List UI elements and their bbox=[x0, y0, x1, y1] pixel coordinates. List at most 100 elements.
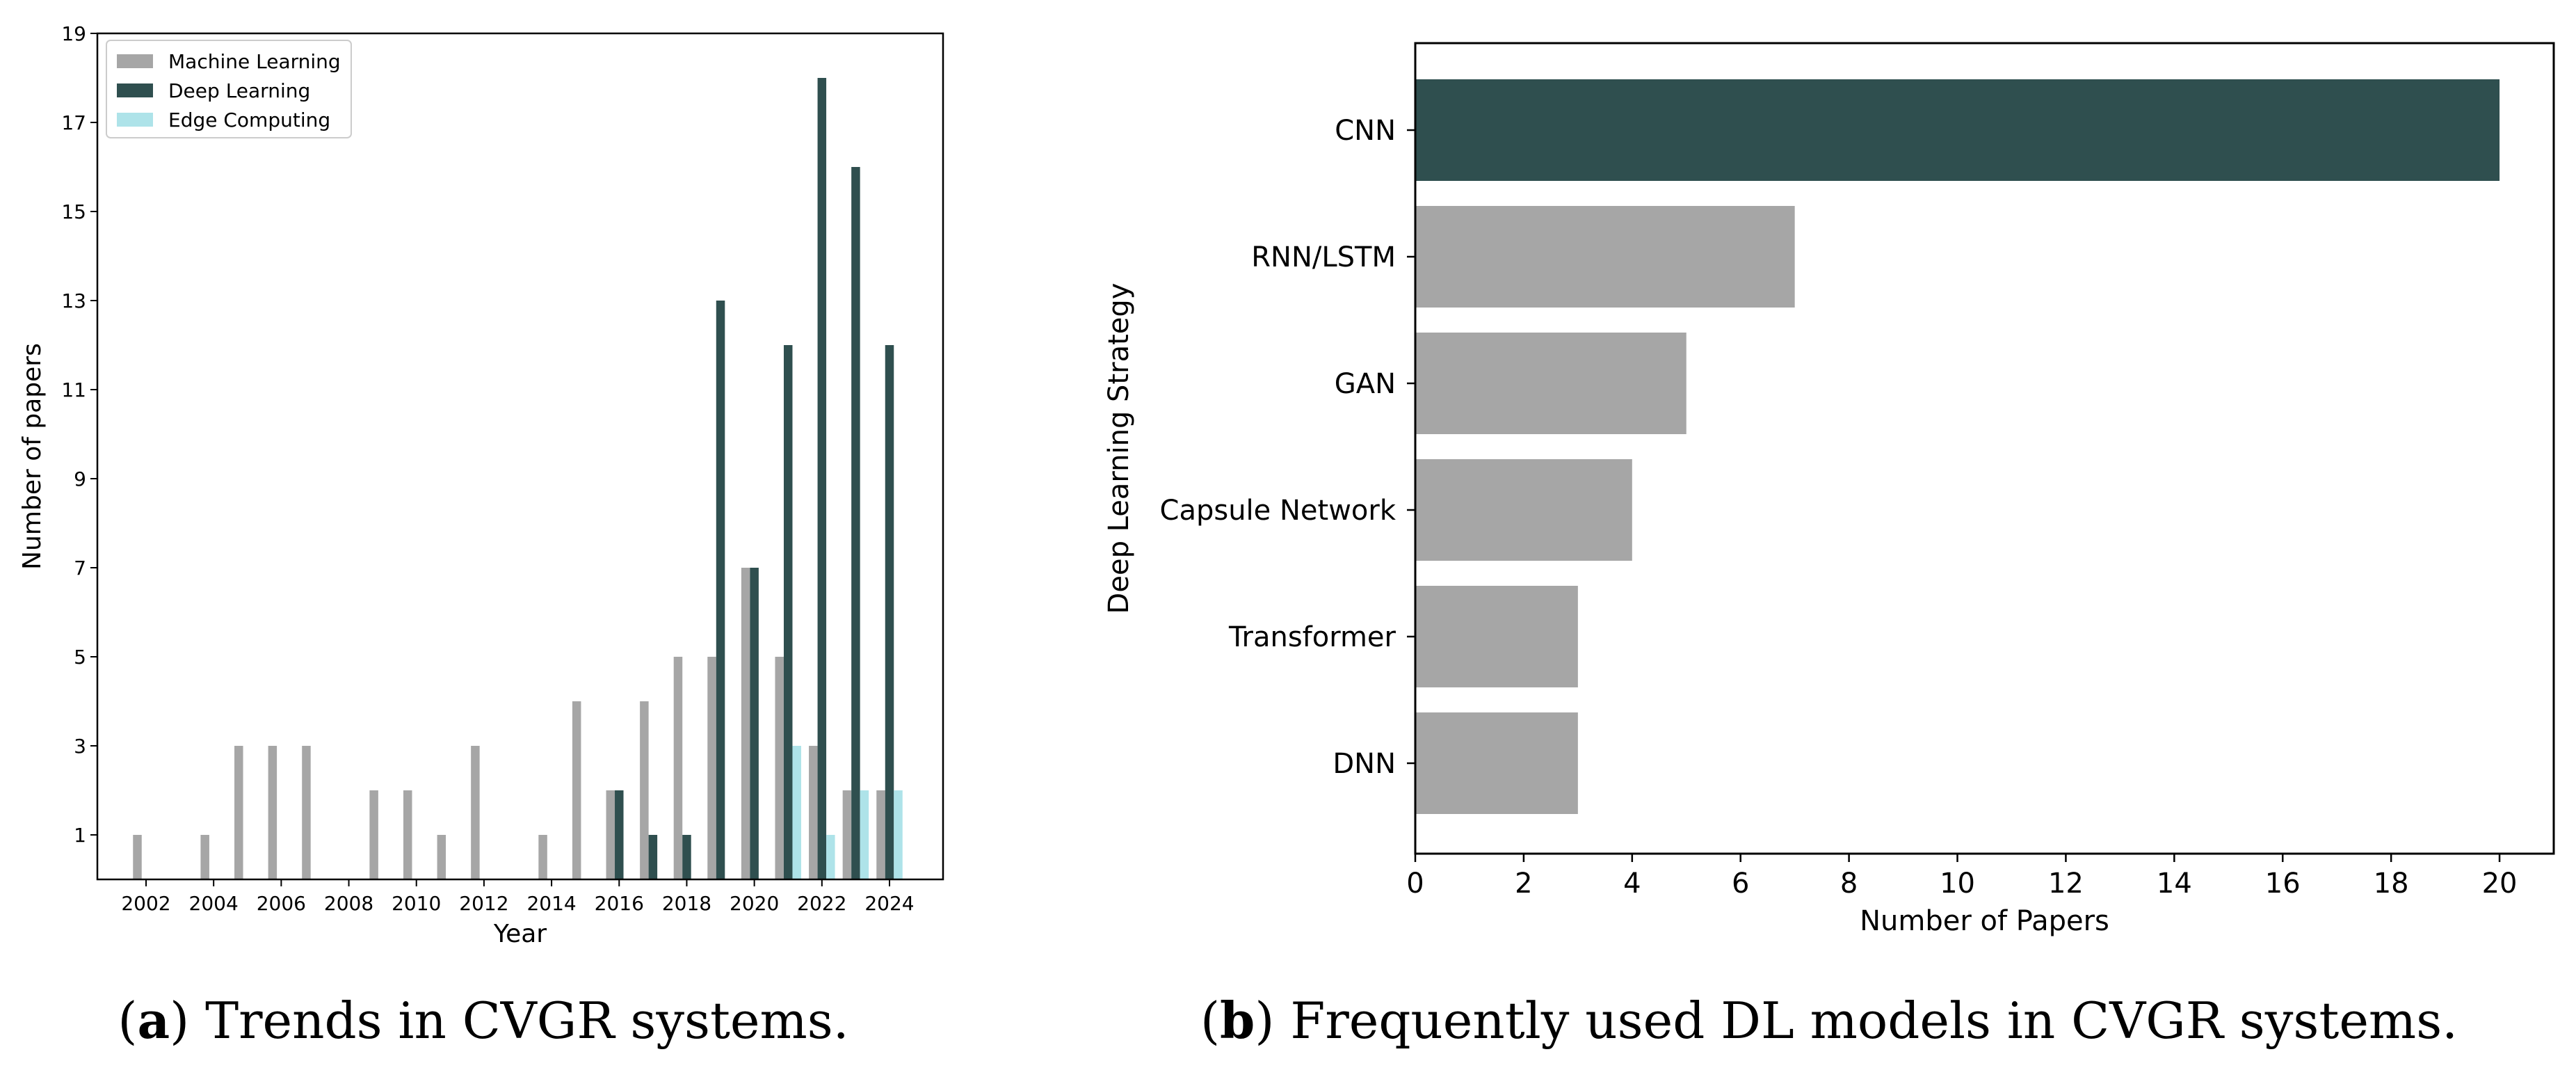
bar-rnn-lstm bbox=[1415, 206, 1795, 308]
caption-b: (b) Frequently used DL models in CVGR sy… bbox=[1200, 991, 2458, 1050]
bar-machine-learning-2010 bbox=[403, 790, 412, 879]
dl-models-x-axis-label: Number of Papers bbox=[1860, 905, 2109, 937]
legend-entry: Edge Computing bbox=[168, 109, 330, 131]
trend-y-axis-label: Number of papers bbox=[18, 343, 47, 570]
bar-machine-learning-2023 bbox=[842, 790, 852, 879]
bar-machine-learning-2012 bbox=[471, 746, 480, 879]
bar-dnn bbox=[1415, 712, 1578, 814]
bar-edge-computing-2024 bbox=[894, 790, 903, 879]
y-tick-label: 15 bbox=[61, 200, 86, 223]
bar-machine-learning-2022 bbox=[809, 746, 818, 879]
caption-a-label: a bbox=[137, 991, 170, 1050]
bar-deep-learning-2017 bbox=[648, 835, 658, 879]
bar-machine-learning-2002 bbox=[133, 835, 142, 879]
category-label: Transformer bbox=[1228, 621, 1396, 653]
legend-swatch bbox=[117, 54, 153, 68]
legend-swatch bbox=[117, 113, 153, 127]
caption-b-text: Frequently used DL models in CVGR system… bbox=[1290, 991, 2458, 1050]
bar-gan bbox=[1415, 333, 1687, 434]
bar-machine-learning-2020 bbox=[741, 568, 750, 879]
bar-machine-learning-2006 bbox=[268, 746, 277, 879]
bar-cnn bbox=[1415, 79, 2500, 181]
dl-models-chart: CNN RNN/LSTM GAN Capsule Network Transformer… bbox=[1103, 42, 2555, 937]
bar-machine-learning-2018 bbox=[673, 657, 683, 879]
caption-a: (a) Trends in CVGR systems. bbox=[118, 991, 848, 1050]
x-tick-label: 16 bbox=[2265, 868, 2301, 900]
y-tick-label: 1 bbox=[74, 824, 86, 847]
dl-models-y-axis-label: Deep Learning Strategy bbox=[1103, 283, 1135, 614]
legend-entry: Deep Learning bbox=[168, 79, 310, 102]
dl-models-plot-frame bbox=[1414, 42, 2555, 855]
y-tick-label: 5 bbox=[74, 646, 86, 669]
x-tick-label: 20 bbox=[2482, 868, 2518, 900]
legend-box bbox=[106, 40, 352, 138]
x-tick-label: 4 bbox=[1623, 868, 1641, 900]
x-tick-label: 2020 bbox=[730, 892, 779, 915]
x-tick-label: 2 bbox=[1515, 868, 1532, 900]
x-tick-label: 2014 bbox=[526, 892, 576, 915]
x-tick-label: 0 bbox=[1406, 868, 1424, 900]
category-label: GAN bbox=[1335, 368, 1396, 400]
bar-machine-learning-2015 bbox=[572, 701, 581, 879]
bar-deep-learning-2023 bbox=[851, 167, 860, 879]
y-tick-label: 13 bbox=[61, 289, 86, 312]
bar-machine-learning-2004 bbox=[200, 835, 209, 879]
category-label: Capsule Network bbox=[1160, 495, 1396, 527]
y-tick-label: 11 bbox=[61, 378, 86, 401]
y-tick-label: 19 bbox=[61, 22, 86, 45]
y-tick-label: 3 bbox=[74, 735, 86, 758]
bar-deep-learning-2021 bbox=[783, 345, 793, 879]
bar-machine-learning-2014 bbox=[538, 835, 547, 879]
bar-deep-learning-2016 bbox=[615, 790, 624, 879]
x-tick-label: 2024 bbox=[864, 892, 914, 915]
bar-edge-computing-2022 bbox=[826, 835, 835, 879]
x-tick-label: 2004 bbox=[189, 892, 239, 915]
x-tick-label: 2018 bbox=[662, 892, 711, 915]
bar-machine-learning-2024 bbox=[876, 790, 885, 879]
bar-edge-computing-2021 bbox=[792, 746, 801, 879]
bar-deep-learning-2022 bbox=[817, 78, 827, 879]
x-tick-label: 10 bbox=[1940, 868, 1975, 900]
dl-models-bars bbox=[1415, 79, 2500, 814]
bar-machine-learning-2017 bbox=[640, 701, 649, 879]
x-tick-label: 18 bbox=[2374, 868, 2409, 900]
bar-deep-learning-2018 bbox=[682, 835, 691, 879]
bar-machine-learning-2005 bbox=[234, 746, 243, 879]
legend-swatch bbox=[117, 83, 153, 97]
x-tick-label: 2002 bbox=[121, 892, 170, 915]
bar-capsule-network bbox=[1415, 459, 1632, 561]
x-tick-label: 12 bbox=[2048, 868, 2084, 900]
x-tick-label: 2006 bbox=[257, 892, 306, 915]
x-tick-label: 14 bbox=[2157, 868, 2192, 900]
trend-legend: Machine Learning Deep Learning Edge Comput… bbox=[106, 40, 352, 138]
bar-transformer bbox=[1415, 586, 1578, 687]
category-label: RNN/LSTM bbox=[1251, 241, 1396, 273]
bar-machine-learning-2007 bbox=[302, 746, 311, 879]
bar-machine-learning-2021 bbox=[775, 657, 784, 879]
x-tick-label: 2022 bbox=[797, 892, 846, 915]
trend-plot-frame bbox=[96, 32, 944, 881]
x-tick-label: 2012 bbox=[459, 892, 508, 915]
y-tick-label: 9 bbox=[74, 468, 86, 490]
bar-machine-learning-2016 bbox=[606, 790, 615, 879]
bar-deep-learning-2024 bbox=[885, 345, 894, 879]
category-label: CNN bbox=[1335, 115, 1396, 147]
bar-machine-learning-2009 bbox=[369, 790, 378, 879]
bar-deep-learning-2020 bbox=[750, 568, 759, 879]
dl-models-x-ticks: 0 2 4 6 8 10 12 14 16 18 20 bbox=[1406, 854, 2518, 900]
x-tick-label: 6 bbox=[1732, 868, 1749, 900]
x-tick-label: 2016 bbox=[595, 892, 644, 915]
x-tick-label: 8 bbox=[1840, 868, 1858, 900]
trend-x-axis-label: Year bbox=[493, 920, 547, 948]
y-tick-label: 7 bbox=[74, 557, 86, 580]
caption-a-text: Trends in CVGR systems. bbox=[205, 991, 849, 1050]
legend-entry: Machine Learning bbox=[168, 50, 341, 73]
bar-machine-learning-2019 bbox=[707, 657, 716, 879]
dl-models-y-ticks: CNN RNN/LSTM GAN Capsule Network Transformer… bbox=[1160, 115, 1415, 780]
bar-deep-learning-2019 bbox=[716, 301, 725, 879]
x-tick-label: 2008 bbox=[324, 892, 373, 915]
y-tick-label: 17 bbox=[61, 111, 86, 134]
category-label: DNN bbox=[1333, 748, 1396, 780]
